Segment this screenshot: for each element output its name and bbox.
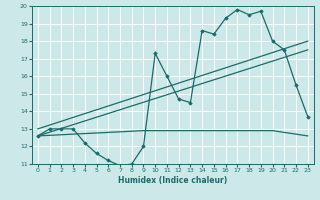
- X-axis label: Humidex (Indice chaleur): Humidex (Indice chaleur): [118, 176, 228, 185]
